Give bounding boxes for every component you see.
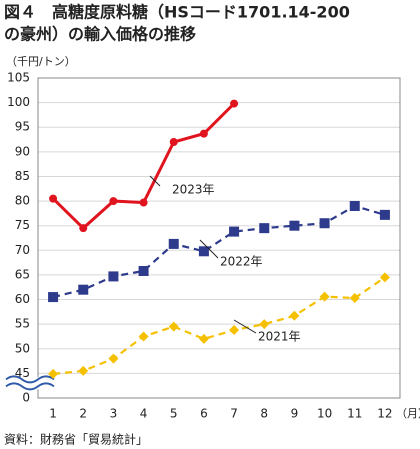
marker (139, 198, 148, 207)
y-axis-unit: （千円/トン） (6, 55, 76, 68)
marker (168, 238, 179, 249)
marker (349, 293, 360, 304)
series-line (52, 276, 386, 376)
y-tick-label: 0 (22, 391, 30, 405)
series-line (52, 102, 236, 231)
series-label: 2023年 (172, 183, 215, 197)
plot-frame (37, 77, 401, 399)
marker (319, 218, 330, 229)
leader-line (233, 319, 257, 334)
series-line (52, 204, 386, 299)
y-tick-label: 105 (7, 71, 30, 85)
y-tick-label: 80 (15, 194, 30, 208)
y-tick-label: 50 (15, 341, 30, 355)
x-tick-label: 10 (317, 407, 332, 421)
x-tick-label: 3 (110, 407, 118, 421)
x-tick-label: 9 (291, 407, 299, 421)
series-label: 2021年 (258, 330, 301, 344)
marker (349, 201, 360, 211)
marker (198, 246, 209, 257)
axis-break-bg (4, 377, 44, 390)
marker (198, 333, 209, 344)
marker (78, 365, 89, 376)
marker (108, 353, 119, 364)
y-tick-label: 90 (15, 144, 30, 158)
x-tick-label: 12 (377, 407, 392, 421)
x-tick-label: 5 (170, 407, 178, 421)
marker (319, 291, 330, 302)
x-tick-label: 7 (230, 407, 238, 421)
y-tick-label: 85 (15, 169, 30, 183)
marker (229, 226, 240, 237)
marker (168, 321, 179, 332)
y-tick-label: 100 (7, 95, 30, 109)
y-tick-label: 65 (15, 267, 30, 281)
marker (259, 319, 270, 330)
y-tick-label: 75 (15, 218, 30, 232)
y-tick-label: 70 (15, 243, 30, 257)
marker (230, 99, 239, 108)
marker (289, 310, 300, 321)
x-axis-unit: （月） (396, 407, 420, 420)
marker (379, 272, 390, 283)
chart-title: の豪州）の輸入価格の推移 (4, 25, 196, 44)
marker (78, 284, 89, 295)
marker (199, 129, 208, 138)
x-tick-label: 11 (347, 407, 362, 421)
marker (379, 209, 390, 220)
x-tick-label: 1 (49, 407, 57, 421)
y-tick-label: 55 (15, 317, 30, 331)
y-tick-label: 95 (15, 120, 30, 134)
source: 資料：財務省「貿易統計」 (4, 432, 148, 447)
marker (259, 223, 270, 234)
marker (108, 271, 119, 282)
x-tick-label: 8 (260, 407, 268, 421)
x-tick-label: 4 (140, 407, 148, 421)
marker (49, 194, 58, 203)
leader-line (149, 175, 161, 187)
marker (229, 325, 240, 336)
x-tick-label: 6 (200, 407, 208, 421)
axis-break (5, 382, 55, 391)
x-tick-label: 2 (79, 407, 87, 421)
marker (48, 292, 59, 303)
marker (138, 265, 149, 276)
marker (79, 224, 88, 233)
marker (169, 138, 178, 146)
axis-break (5, 375, 55, 384)
marker (109, 197, 118, 206)
y-tick-label: 60 (15, 292, 30, 306)
series-label: 2022年 (220, 255, 263, 269)
leader-line (199, 239, 219, 259)
marker (289, 220, 300, 231)
chart-title: 図４ 高糖度原料糖（HSコード1701.14-200 (4, 3, 350, 22)
marker (138, 331, 149, 342)
marker (48, 368, 59, 379)
